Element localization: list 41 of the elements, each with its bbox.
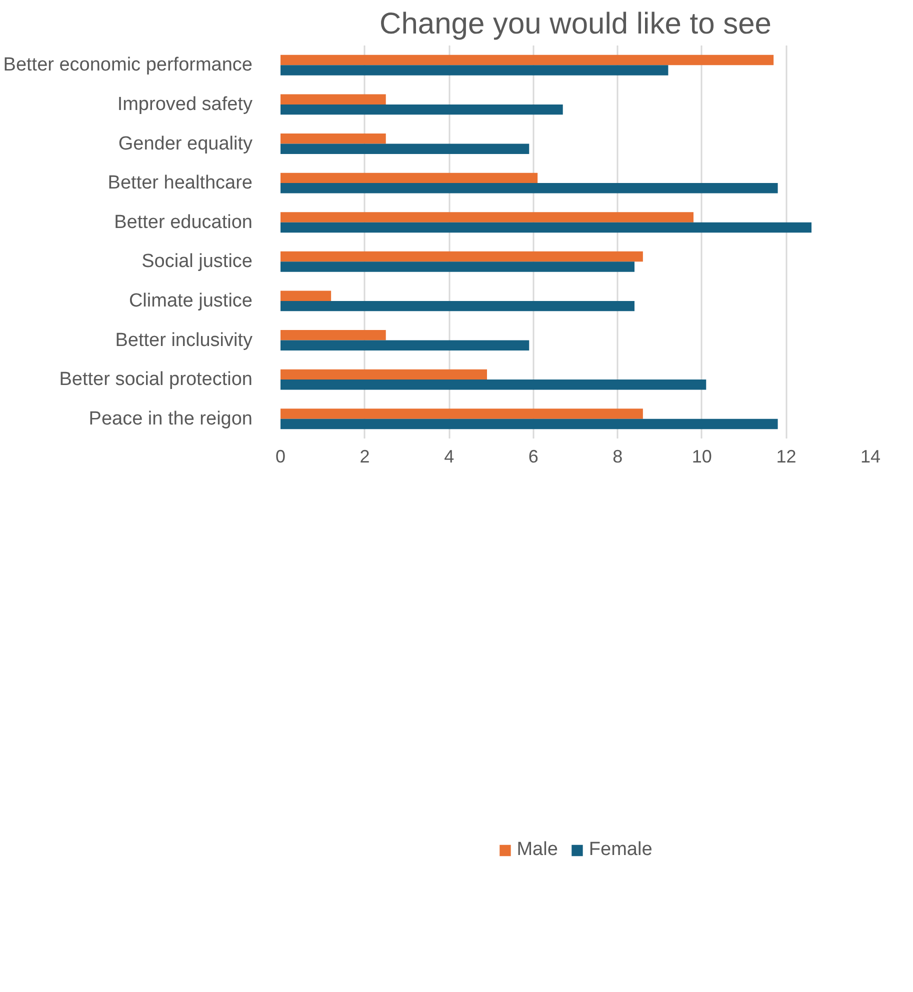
- bar: [280, 94, 386, 104]
- y-tick-label: Peace in the reigon: [88, 408, 253, 430]
- bar: [280, 418, 778, 430]
- bar: [280, 300, 634, 312]
- chart-title: Change you would like to see: [380, 8, 772, 40]
- bar: [280, 262, 634, 272]
- legend-label: Female: [588, 838, 652, 860]
- x-tick-label: 12: [776, 446, 796, 466]
- bar: [280, 340, 530, 350]
- bar: [280, 251, 643, 262]
- bar: [280, 54, 774, 66]
- y-tick-label: Gender equality: [118, 133, 253, 154]
- x-tick-label: 0: [275, 446, 286, 466]
- bar: [280, 408, 643, 419]
- y-tick-label: Better inclusivity: [115, 330, 253, 351]
- legend-label: Male: [516, 838, 558, 860]
- x-tick-label: 14: [860, 446, 881, 466]
- y-tick-label: Improved safety: [117, 94, 253, 115]
- y-tick-label: Social justice: [142, 251, 253, 272]
- bar: [280, 65, 668, 76]
- y-tick-label: Better social protection: [59, 369, 252, 390]
- y-tick-label: Climate justice: [128, 290, 253, 312]
- bar: [280, 183, 778, 194]
- x-tick-label: 2: [360, 446, 370, 466]
- bar: [280, 134, 386, 144]
- bar: [280, 369, 487, 380]
- bar: [280, 104, 563, 115]
- y-tick-label: Better education: [114, 212, 253, 233]
- bar: [280, 172, 538, 184]
- bar: [280, 144, 530, 154]
- bar: [280, 380, 706, 390]
- x-tick-label: 4: [444, 446, 454, 466]
- y-tick-label: Better healthcare: [108, 172, 253, 194]
- bar: [280, 212, 694, 222]
- bar: [280, 330, 386, 340]
- x-tick-label: 6: [528, 446, 538, 466]
- x-tick-label: 10: [692, 446, 712, 466]
- x-tick-label: 8: [612, 446, 623, 466]
- y-tick-label: Better economic performance: [3, 54, 253, 76]
- bar: [280, 290, 332, 301]
- bar: [280, 222, 812, 233]
